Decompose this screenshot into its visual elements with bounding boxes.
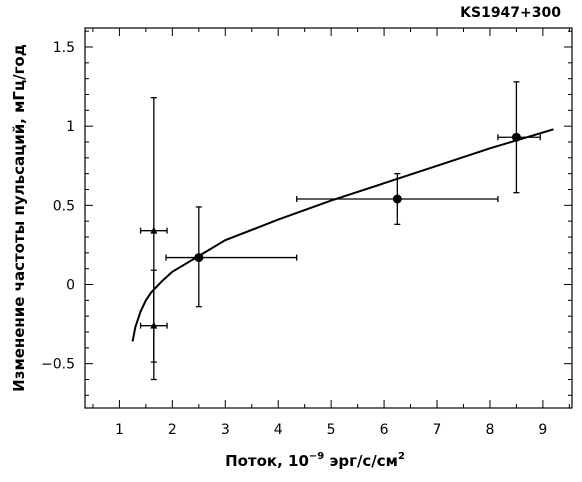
plot-frame bbox=[84, 27, 573, 409]
data-point-circle bbox=[392, 194, 402, 204]
fit-curve bbox=[131, 128, 554, 342]
error-bars bbox=[139, 81, 541, 381]
x-axis-label: Поток, 10−9 эрг/с/см2 bbox=[225, 451, 405, 470]
data-point-triangle bbox=[150, 226, 158, 234]
x-axis-label-exponent: −9 bbox=[309, 451, 324, 462]
data-markers bbox=[150, 132, 521, 329]
y-tick-label: 0 bbox=[66, 278, 75, 294]
y-tick-label: 1.5 bbox=[53, 40, 75, 56]
axis-ticks bbox=[85, 28, 572, 408]
chart-title: KS1947+300 bbox=[460, 5, 561, 21]
data-point-triangle bbox=[150, 321, 158, 329]
x-tick-label: 3 bbox=[221, 422, 230, 438]
data-point-circle bbox=[511, 132, 521, 142]
x-tick-label: 1 bbox=[115, 422, 124, 438]
x-tick-label: 9 bbox=[538, 422, 547, 438]
y-tick-label: 0.5 bbox=[53, 198, 75, 214]
x-axis-label-main: Поток, 10 bbox=[225, 452, 309, 470]
x-axis-label-unit: эрг/с/см bbox=[324, 452, 398, 470]
x-tick-label: 7 bbox=[433, 422, 442, 438]
x-tick-label: 2 bbox=[168, 422, 177, 438]
y-tick-label: 1 bbox=[66, 119, 75, 135]
y-axis-label: Изменение частоты пульсаций, мГц/год bbox=[10, 44, 28, 392]
data-point-circle bbox=[194, 253, 204, 263]
x-tick-labels: 1 2 3 4 5 6 7 8 9 bbox=[115, 422, 547, 438]
x-tick-label: 8 bbox=[485, 422, 494, 438]
x-tick-label: 6 bbox=[380, 422, 389, 438]
y-tick-label: −0.5 bbox=[41, 357, 75, 373]
y-tick-labels: −0.5 0 0.5 1 1.5 bbox=[41, 40, 75, 373]
x-tick-label: 4 bbox=[274, 422, 283, 438]
x-axis-label-unit-exponent: 2 bbox=[398, 451, 405, 462]
x-tick-label: 5 bbox=[327, 422, 336, 438]
